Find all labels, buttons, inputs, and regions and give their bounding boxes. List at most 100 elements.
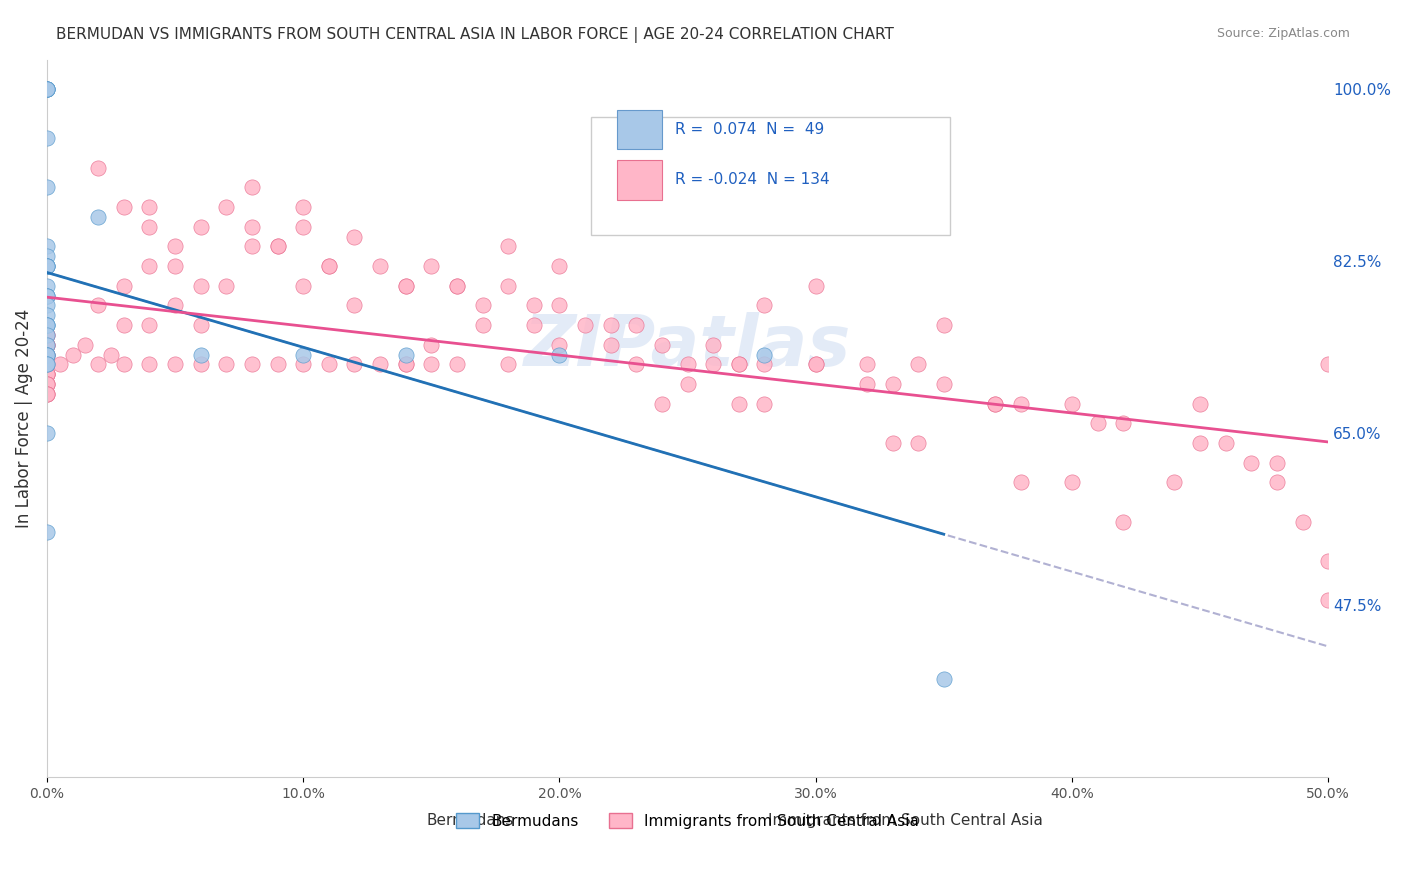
Point (112, 358, 135, 372)
Point (240, 239, 263, 253)
Point (754, 298, 776, 312)
Point (35, 338, 58, 352)
Point (676, 377, 699, 392)
Point (626, 358, 648, 372)
Text: R = -0.024  N = 134: R = -0.024 N = 134 (675, 172, 830, 187)
Point (35, 368, 58, 382)
Point (35, 249, 58, 263)
Text: Immigrants from South Central Asia: Immigrants from South Central Asia (768, 813, 1043, 828)
Text: R =  0.074  N =  49: R = 0.074 N = 49 (675, 121, 824, 136)
Point (75, 338, 97, 352)
Point (907, 358, 929, 372)
Point (343, 229, 366, 244)
Point (496, 278, 519, 293)
Point (35, 358, 58, 372)
Point (856, 377, 879, 392)
Point (1163, 475, 1185, 490)
Point (163, 358, 186, 372)
Point (163, 259, 186, 273)
Point (702, 358, 724, 372)
Point (87, 298, 110, 312)
Point (35, 426, 58, 441)
Point (395, 358, 418, 372)
Point (754, 358, 776, 372)
Point (882, 377, 904, 392)
Point (35, 377, 58, 392)
Point (87, 161, 110, 175)
Point (35, 239, 58, 253)
Point (35, 524, 58, 539)
Point (1188, 397, 1211, 411)
Point (318, 358, 340, 372)
Point (1087, 417, 1109, 431)
Point (35, 318, 58, 332)
Point (548, 298, 571, 312)
Point (240, 358, 263, 372)
Point (35, 348, 58, 362)
Point (804, 278, 827, 293)
Point (368, 358, 391, 372)
Point (651, 338, 673, 352)
Point (727, 358, 749, 372)
Point (932, 318, 955, 332)
Point (240, 180, 263, 194)
Point (35, 82, 58, 96)
Point (420, 358, 443, 372)
Point (35, 288, 58, 302)
Point (35, 358, 58, 372)
Point (471, 318, 494, 332)
Point (599, 318, 621, 332)
Point (727, 358, 749, 372)
Point (548, 348, 571, 362)
Point (163, 298, 186, 312)
Point (35, 327, 58, 342)
Point (804, 358, 827, 372)
Point (804, 358, 827, 372)
Point (395, 358, 418, 372)
Point (35, 387, 58, 401)
Point (599, 338, 621, 352)
Point (548, 338, 571, 352)
Point (163, 239, 186, 253)
Point (138, 318, 160, 332)
Point (35, 288, 58, 302)
Point (35, 387, 58, 401)
Bar (617, 110, 662, 149)
Point (190, 318, 212, 332)
Point (138, 200, 160, 214)
FancyBboxPatch shape (592, 117, 950, 235)
Point (420, 338, 443, 352)
Point (35, 377, 58, 392)
Point (215, 200, 238, 214)
Point (292, 348, 315, 362)
Text: Source: ZipAtlas.com: Source: ZipAtlas.com (1216, 27, 1350, 40)
Point (395, 278, 418, 293)
Point (292, 278, 315, 293)
Point (496, 239, 519, 253)
Point (35, 82, 58, 96)
Point (138, 358, 160, 372)
Point (984, 397, 1007, 411)
Point (471, 298, 494, 312)
Point (318, 259, 340, 273)
Point (446, 278, 468, 293)
Point (35, 358, 58, 372)
Point (1188, 436, 1211, 450)
Point (35, 358, 58, 372)
Point (35, 338, 58, 352)
Point (35, 348, 58, 362)
Text: ZIPatlas: ZIPatlas (524, 312, 851, 381)
Point (35, 368, 58, 382)
Point (984, 397, 1007, 411)
Point (35, 82, 58, 96)
Point (48, 358, 70, 372)
Point (907, 436, 929, 450)
Legend: Bermudans, Immigrants from South Central Asia: Bermudans, Immigrants from South Central… (450, 806, 925, 835)
Point (35, 348, 58, 362)
Point (35, 308, 58, 322)
Point (1060, 397, 1083, 411)
Point (702, 338, 724, 352)
Bar (617, 160, 662, 200)
Point (35, 259, 58, 273)
Point (35, 298, 58, 312)
